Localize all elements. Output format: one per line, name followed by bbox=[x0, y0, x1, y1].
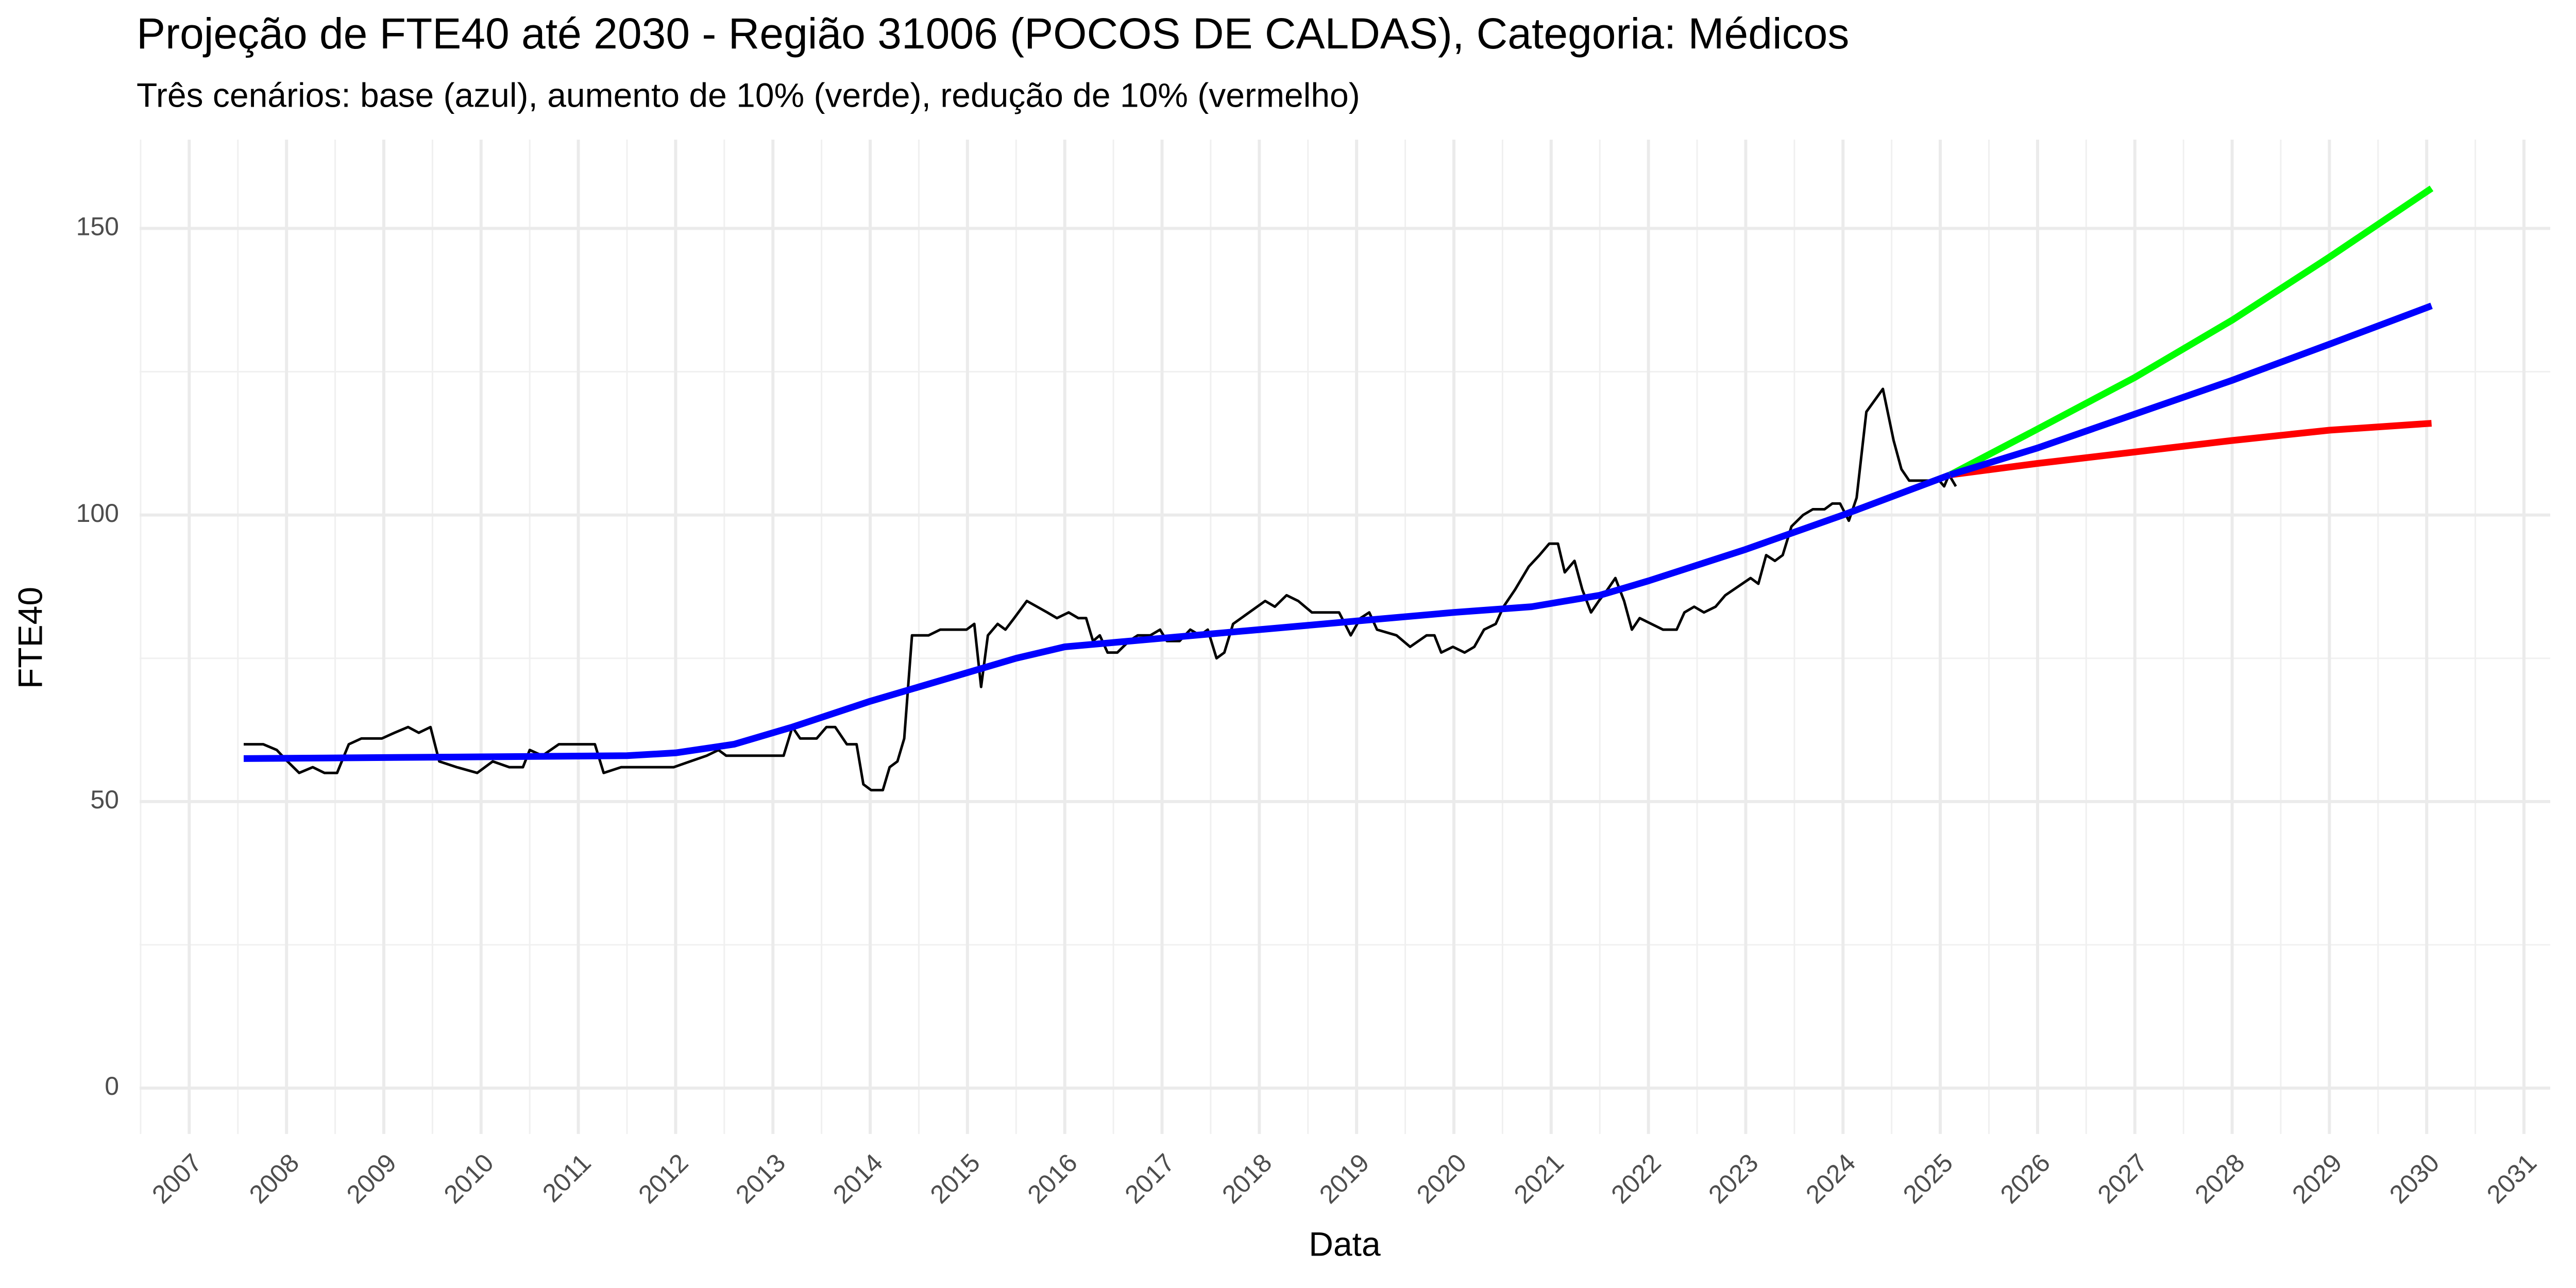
data-line bbox=[1950, 420, 2432, 479]
x-tick-label: 2016 bbox=[1022, 1148, 1083, 1209]
x-tick-label: 2024 bbox=[1800, 1148, 1861, 1209]
x-tick-label: 2020 bbox=[1411, 1148, 1472, 1209]
data-line bbox=[1948, 185, 2434, 478]
x-tick-label: 2007 bbox=[146, 1148, 207, 1209]
x-tick-label: 2011 bbox=[537, 1148, 597, 1208]
x-tick-label: 2014 bbox=[827, 1148, 888, 1209]
x-tick-label: 2012 bbox=[633, 1148, 693, 1209]
x-tick-label: 2009 bbox=[341, 1148, 402, 1209]
x-axis-title: Data bbox=[1309, 1225, 1381, 1263]
y-axis-title: FTE40 bbox=[11, 587, 49, 689]
x-tick-label: 2008 bbox=[244, 1148, 304, 1209]
data-line bbox=[1949, 302, 2433, 478]
x-tick-label: 2029 bbox=[2286, 1148, 2347, 1209]
y-tick-label: 150 bbox=[76, 212, 119, 241]
x-tick-label: 2017 bbox=[1119, 1148, 1180, 1209]
x-tick-label: 2019 bbox=[1314, 1148, 1375, 1209]
grid bbox=[140, 140, 2550, 1134]
x-tick-label: 2010 bbox=[438, 1148, 499, 1209]
x-tick-label: 2031 bbox=[2481, 1148, 2542, 1209]
x-tick-label: 2030 bbox=[2384, 1148, 2445, 1209]
x-tick-label: 2028 bbox=[2189, 1148, 2250, 1209]
y-tick-label: 50 bbox=[90, 785, 119, 814]
x-tick-label: 2023 bbox=[1703, 1148, 1764, 1209]
x-tick-label: 2026 bbox=[1995, 1148, 2056, 1209]
lines bbox=[243, 185, 2434, 792]
x-tick-label: 2015 bbox=[925, 1148, 986, 1209]
data-line bbox=[244, 387, 1957, 792]
x-tick-label: 2022 bbox=[1605, 1148, 1666, 1209]
labels: 0 50 100 150 2007 2008 2009 2010 2011 2012 2013 201… bbox=[76, 212, 2543, 1209]
chart-title: Projeção de FTE40 até 2030 - Região 3100… bbox=[137, 9, 1849, 58]
x-tick-label: 2021 bbox=[1509, 1148, 1569, 1209]
y-tick-label: 0 bbox=[105, 1072, 119, 1100]
data-line bbox=[243, 471, 1952, 762]
chart-subtitle: Três cenários: base (azul), aumento de 1… bbox=[137, 76, 1360, 114]
x-tick-label: 2027 bbox=[2092, 1148, 2153, 1209]
x-tick-label: 2018 bbox=[1216, 1148, 1277, 1209]
x-tick-label: 2013 bbox=[730, 1148, 791, 1209]
x-tick-label: 2025 bbox=[1897, 1148, 1958, 1209]
y-tick-label: 100 bbox=[76, 499, 119, 528]
